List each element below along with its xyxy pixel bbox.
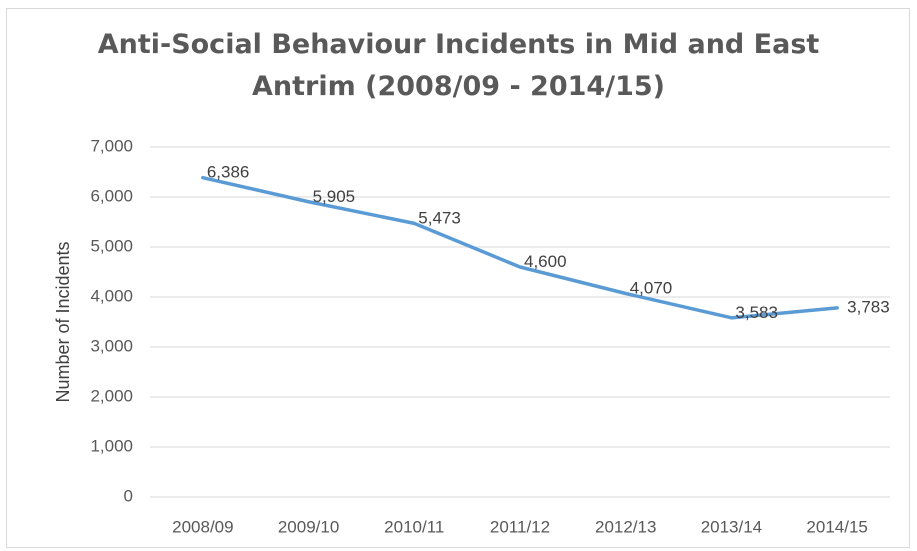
x-tick-label: 2010/11: [384, 517, 444, 536]
data-label: 4,600: [524, 252, 567, 271]
data-label: 3,783: [847, 297, 890, 316]
y-axis-label: Number of Incidents: [53, 241, 73, 402]
x-axis-ticks: 2008/09 2009/10 2010/11 2011/12 2012/13 2013/…: [172, 517, 868, 536]
x-tick-label: 2011/12: [490, 517, 550, 536]
chart-title-line-2: Antrim (2008/09 - 2014/15): [252, 71, 665, 102]
data-label: 5,905: [313, 187, 356, 206]
data-labels: 6,386 5,905 5,473 4,600 4,070 3,583 3,783: [207, 163, 890, 322]
x-tick-label: 2009/10: [278, 517, 339, 536]
gridlines: [150, 146, 890, 498]
data-label: 6,386: [207, 163, 250, 182]
x-tick-label: 2013/14: [701, 517, 762, 536]
y-tick-label: 7,000: [90, 136, 133, 155]
series-line: [201, 175, 839, 320]
y-tick-label: 3,000: [90, 336, 133, 355]
y-tick-label: 6,000: [90, 186, 133, 205]
y-tick-label: 2,000: [90, 386, 133, 405]
y-tick-label: 4,000: [90, 286, 133, 305]
data-label: 4,070: [630, 279, 673, 298]
chart-area: [6, 8, 910, 548]
y-tick-label: 5,000: [90, 236, 133, 255]
chart-title: Anti-Social Behaviour Incidents in Mid a…: [0, 24, 917, 108]
data-label: 5,473: [418, 208, 461, 227]
x-tick-label: 2008/09: [172, 517, 233, 536]
data-label: 3,583: [735, 303, 778, 322]
y-axis-ticks: 0 1,000 2,000 3,000 4,000 5,000 6,000 7,000: [90, 136, 133, 505]
y-tick-label: 0: [124, 486, 133, 505]
x-tick-label: 2014/15: [806, 517, 867, 536]
chart-title-line-1: Anti-Social Behaviour Incidents in Mid a…: [97, 29, 820, 60]
x-tick-label: 2012/13: [595, 517, 656, 536]
y-tick-label: 1,000: [90, 436, 133, 455]
